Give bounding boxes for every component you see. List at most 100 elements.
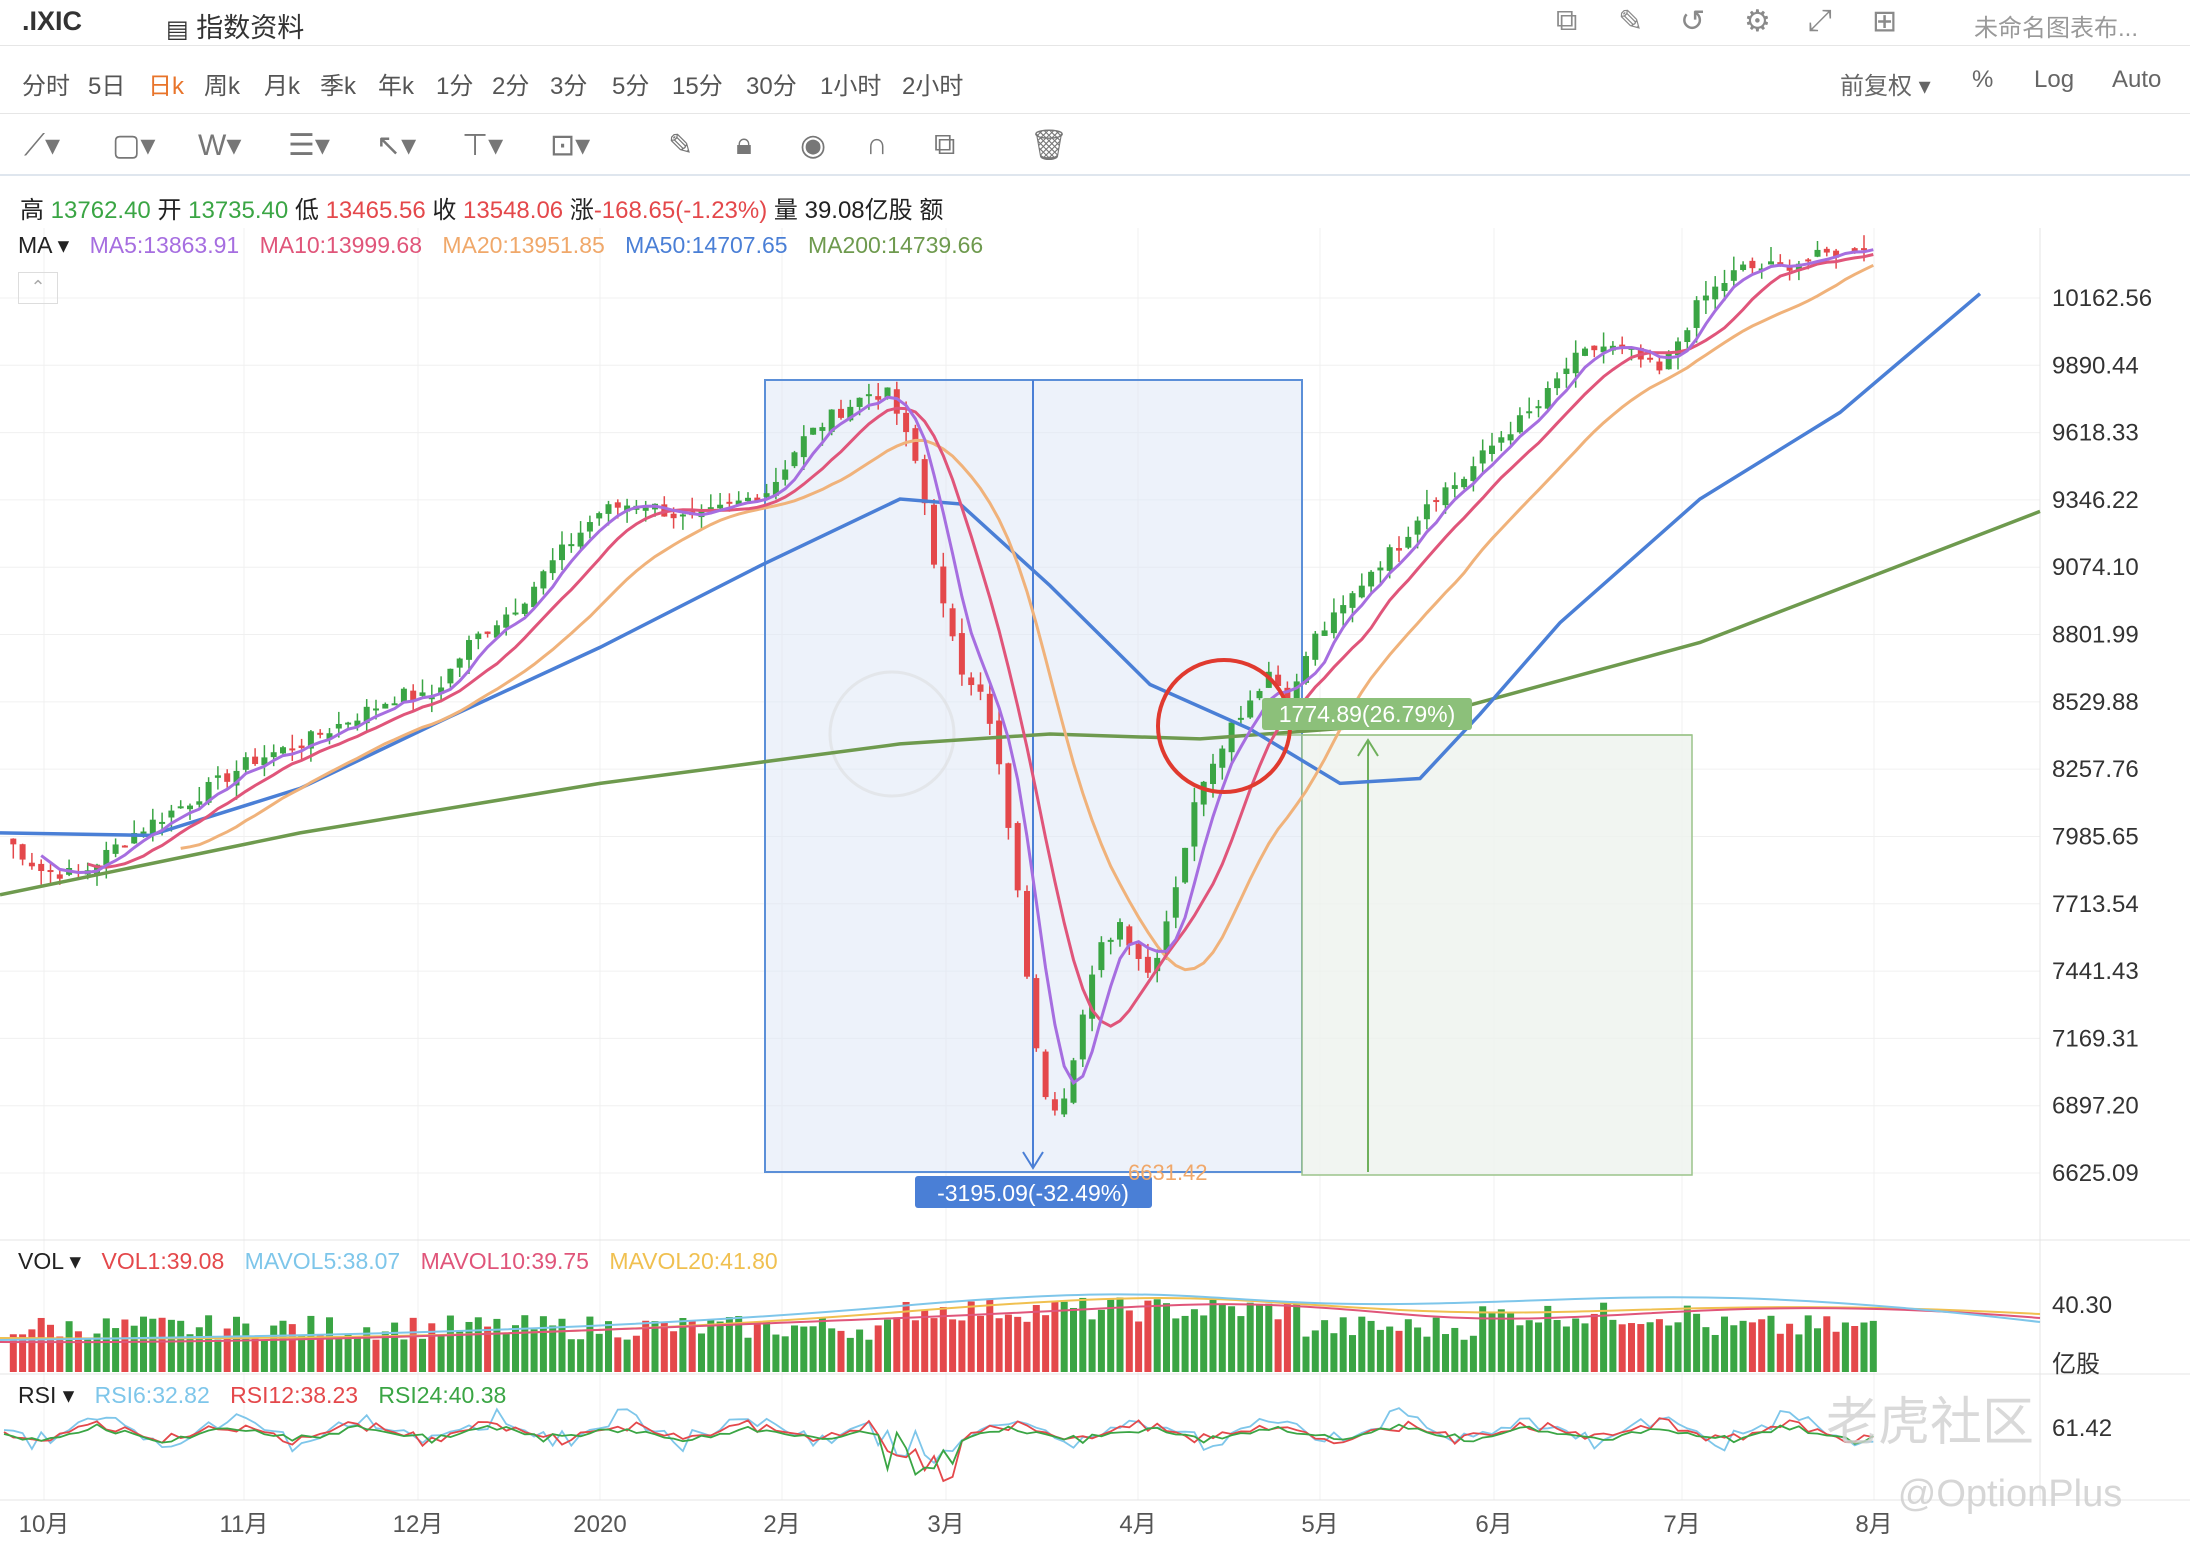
volume-bar (400, 1339, 408, 1372)
rsi-legend: RSI ▾ RSI6:32.82 RSI12:38.23 RSI24:40.38 (18, 1382, 520, 1409)
volume-bar (791, 1325, 798, 1372)
period-tab-14[interactable]: 2小时 (902, 73, 964, 100)
period-tab-7[interactable]: 1分 (436, 73, 474, 100)
volume-bar (195, 1327, 203, 1372)
volume-bar (65, 1321, 73, 1372)
candle-body (1144, 956, 1151, 973)
volume-bar (1079, 1297, 1087, 1372)
volume-bar (260, 1339, 268, 1372)
candle-body (614, 502, 621, 508)
trash-icon[interactable]: 🗑︎ (1030, 129, 1069, 162)
magnet-icon[interactable]: ∩ (866, 128, 888, 161)
undo-icon[interactable]: ↺ (1680, 5, 1706, 38)
volume-bar (1600, 1302, 1608, 1372)
volume-bar (177, 1320, 185, 1372)
period-tab-12[interactable]: 30分 (746, 73, 797, 100)
volume-bar (149, 1318, 157, 1372)
period-tab-2[interactable]: 日k (148, 73, 184, 100)
period-tab-0[interactable]: 分时 (22, 73, 70, 100)
rectangle-tool-icon[interactable]: ▢▾ (112, 129, 156, 162)
volume-bar (372, 1339, 380, 1372)
period-tab-5[interactable]: 季k (320, 73, 356, 100)
arrow-tool-icon[interactable]: ↖▾ (376, 129, 417, 162)
volume-bar (493, 1318, 501, 1372)
volume-bar (1293, 1302, 1301, 1372)
volume-bar (1451, 1327, 1459, 1372)
clone-icon[interactable]: ⧉ (934, 128, 956, 161)
measure-tool-icon[interactable]: ⊤▾ (462, 129, 504, 162)
volume-bar (1767, 1315, 1775, 1372)
price-tick-label: 10162.56 (2052, 285, 2152, 312)
fib-tool-icon[interactable]: ☰▾ (288, 129, 330, 162)
candle-body (1554, 378, 1561, 389)
vol-legend-name[interactable]: VOL ▾ (18, 1248, 82, 1274)
period-tab-1[interactable]: 5日 (88, 73, 126, 100)
candle-body (1107, 939, 1114, 942)
period-tab-8[interactable]: 2分 (492, 73, 530, 100)
rsi-tick-label: 61.42 (2052, 1415, 2112, 1442)
indicator-icon[interactable]: ⧉ (1556, 4, 1578, 37)
volume-bar (1795, 1334, 1803, 1372)
candle-body (400, 688, 407, 703)
period-tab-10[interactable]: 5分 (612, 73, 650, 100)
label-tool-icon[interactable]: ⊡▾ (550, 129, 591, 162)
candle-body (121, 845, 128, 848)
rsi-legend-name[interactable]: RSI ▾ (18, 1382, 75, 1408)
index-info-tab[interactable]: ▤ 指数资料 (166, 6, 304, 45)
candle-body (986, 693, 993, 724)
volume-bar (1367, 1320, 1375, 1372)
volume-bar (1237, 1316, 1245, 1372)
collapse-ma-icon[interactable]: ⌃ (18, 272, 58, 304)
candle-body (475, 633, 482, 640)
ma-legend-name[interactable]: MA ▾ (18, 232, 70, 258)
period-tab-13[interactable]: 1小时 (820, 73, 882, 100)
vol1-legend: VOL1:39.08 (101, 1248, 225, 1274)
pen-tool-icon[interactable]: ✎ (668, 129, 694, 162)
percent-toggle[interactable]: % (1972, 66, 1994, 93)
period-tab-4[interactable]: 月k (264, 73, 300, 100)
x-tick-label: 8月 (1855, 1511, 1892, 1538)
volume-bar (242, 1323, 250, 1372)
fullscreen-icon[interactable]: ⤢ (1808, 4, 1832, 37)
candle-body (159, 821, 166, 824)
log-toggle[interactable]: Log (2034, 66, 2075, 93)
volume-bar (1423, 1336, 1431, 1372)
candle-body (1702, 295, 1709, 301)
volume-bar (102, 1318, 110, 1372)
adjust-dropdown[interactable]: 前复权 ▾ (1840, 73, 1931, 100)
layout-grid-icon[interactable]: ⊞ (1872, 5, 1898, 38)
auto-toggle[interactable]: Auto (2112, 66, 2162, 93)
candle-body (1526, 411, 1533, 414)
chart-layout-name[interactable]: 未命名图表布... (1974, 15, 2139, 42)
volume-bar (1246, 1302, 1254, 1372)
period-tab-9[interactable]: 3分 (550, 73, 588, 100)
volume-bar (288, 1324, 296, 1372)
price-tick-label: 7441.43 (2052, 958, 2139, 985)
volume-bar (632, 1335, 640, 1372)
ma200-line (0, 509, 2041, 897)
volume-bar (651, 1321, 659, 1372)
lock-icon[interactable]: 🔒︎ (736, 128, 752, 161)
volume-bar (1395, 1330, 1403, 1372)
candle-body (28, 862, 35, 867)
volume-bar (1469, 1335, 1477, 1372)
period-tab-3[interactable]: 周k (204, 73, 240, 100)
period-tab-11[interactable]: 15分 (672, 73, 723, 100)
trendline-tool-icon[interactable]: ⟋▾ (24, 129, 61, 162)
period-tab-6[interactable]: 年k (378, 73, 414, 100)
candle-body (1312, 633, 1319, 660)
eye-icon[interactable]: ◉ (800, 129, 827, 162)
candle-body (1330, 612, 1337, 634)
candle-body (800, 436, 807, 458)
draw-icon[interactable]: ✎ (1618, 5, 1644, 38)
rebound-arrowhead (1357, 738, 1379, 757)
candle-body (1172, 887, 1179, 918)
price-tick-label: 8801.99 (2052, 622, 2139, 649)
candle-body (1005, 763, 1012, 828)
wave-tool-icon[interactable]: W▾ (198, 129, 242, 162)
candle-body (1451, 485, 1458, 489)
gear-icon[interactable]: ⚙ (1744, 5, 1771, 38)
volume-bar (1841, 1322, 1849, 1372)
volume-bar (74, 1331, 82, 1372)
